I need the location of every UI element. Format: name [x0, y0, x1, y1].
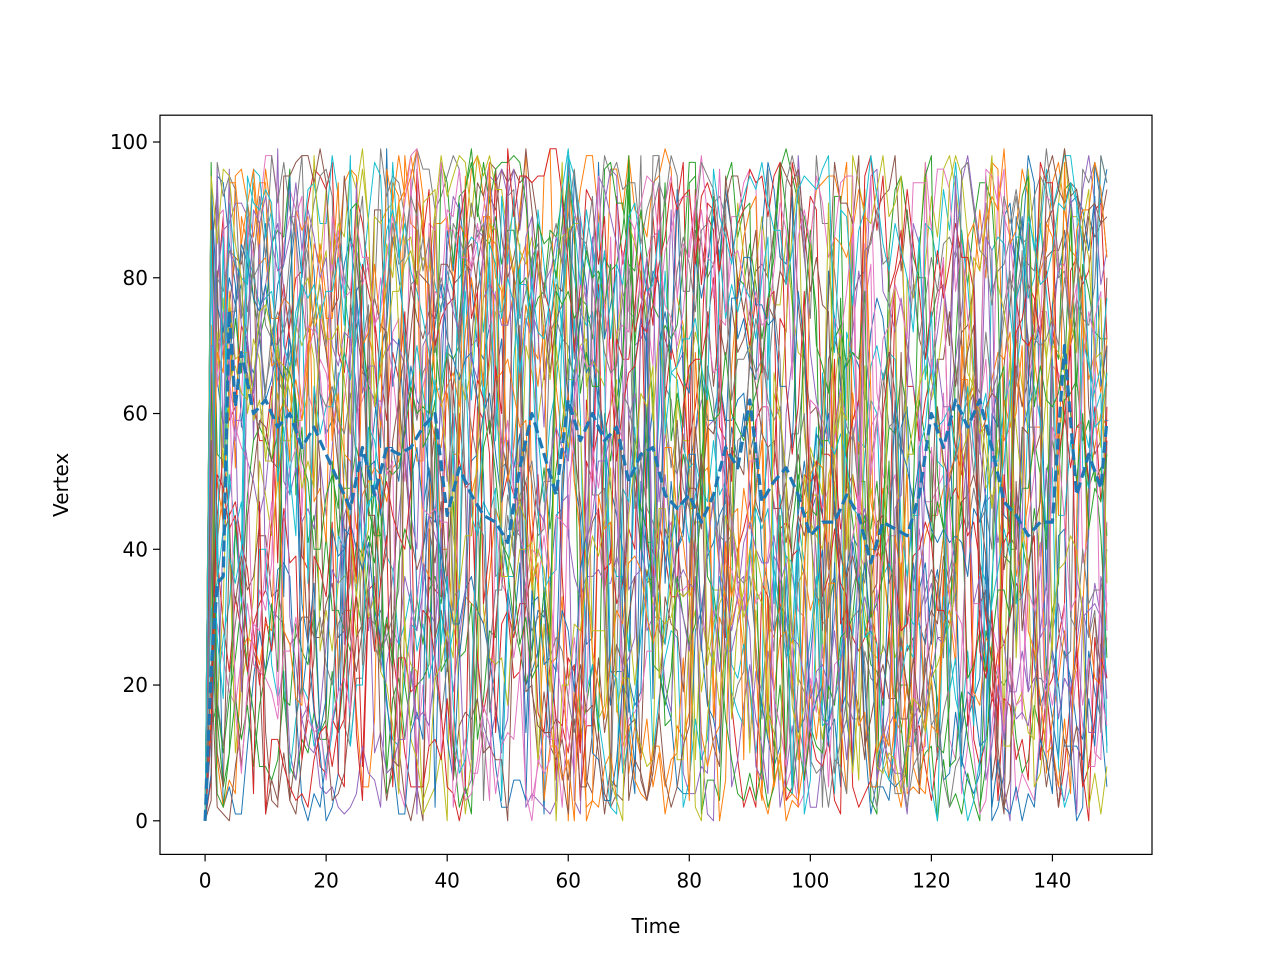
- walker-line: [204, 155, 1108, 821]
- walker-line: [204, 161, 1108, 821]
- x-axis-ticks: 0 20 40 60 80 100 120 140: [199, 854, 1072, 892]
- x-tick-label: 120: [912, 868, 950, 892]
- y-axis-ticks: 0 20 40 60 80 100: [110, 130, 160, 833]
- walker-line: [204, 148, 1108, 822]
- x-tick-label: 80: [677, 868, 702, 892]
- walker-lines: [204, 148, 1108, 822]
- y-tick-label: 40: [123, 537, 148, 561]
- x-tick-label: 40: [434, 868, 459, 892]
- walker-line: [204, 155, 1108, 821]
- y-tick-label: 80: [123, 266, 148, 290]
- walker-line: [204, 155, 1108, 821]
- y-tick-label: 60: [123, 402, 148, 426]
- x-tick-label: 100: [791, 868, 829, 892]
- y-tick-label: 0: [135, 809, 148, 833]
- walker-line: [204, 161, 1108, 821]
- walker-line: [204, 148, 1108, 821]
- walker-line: [204, 168, 1108, 822]
- walker-line: [204, 168, 1108, 821]
- walker-line: [204, 148, 1108, 822]
- y-tick-label: 20: [123, 673, 148, 697]
- y-tick-label: 100: [110, 130, 148, 154]
- x-tick-label: 20: [313, 868, 338, 892]
- walker-line: [204, 155, 1108, 821]
- mean-line: [203, 310, 1109, 821]
- walker-line: [204, 161, 1108, 822]
- mean-line-group: [203, 310, 1109, 821]
- walker-line: [204, 148, 1108, 822]
- walker-line: [204, 148, 1108, 822]
- x-axis-label: Time: [631, 914, 681, 938]
- x-tick-label: 140: [1033, 868, 1071, 892]
- y-axis-label: Vertex: [49, 452, 73, 516]
- plot-frame: [159, 114, 1153, 856]
- walker-line: [204, 155, 1108, 822]
- x-tick-label: 0: [199, 868, 212, 892]
- x-tick-label: 60: [556, 868, 581, 892]
